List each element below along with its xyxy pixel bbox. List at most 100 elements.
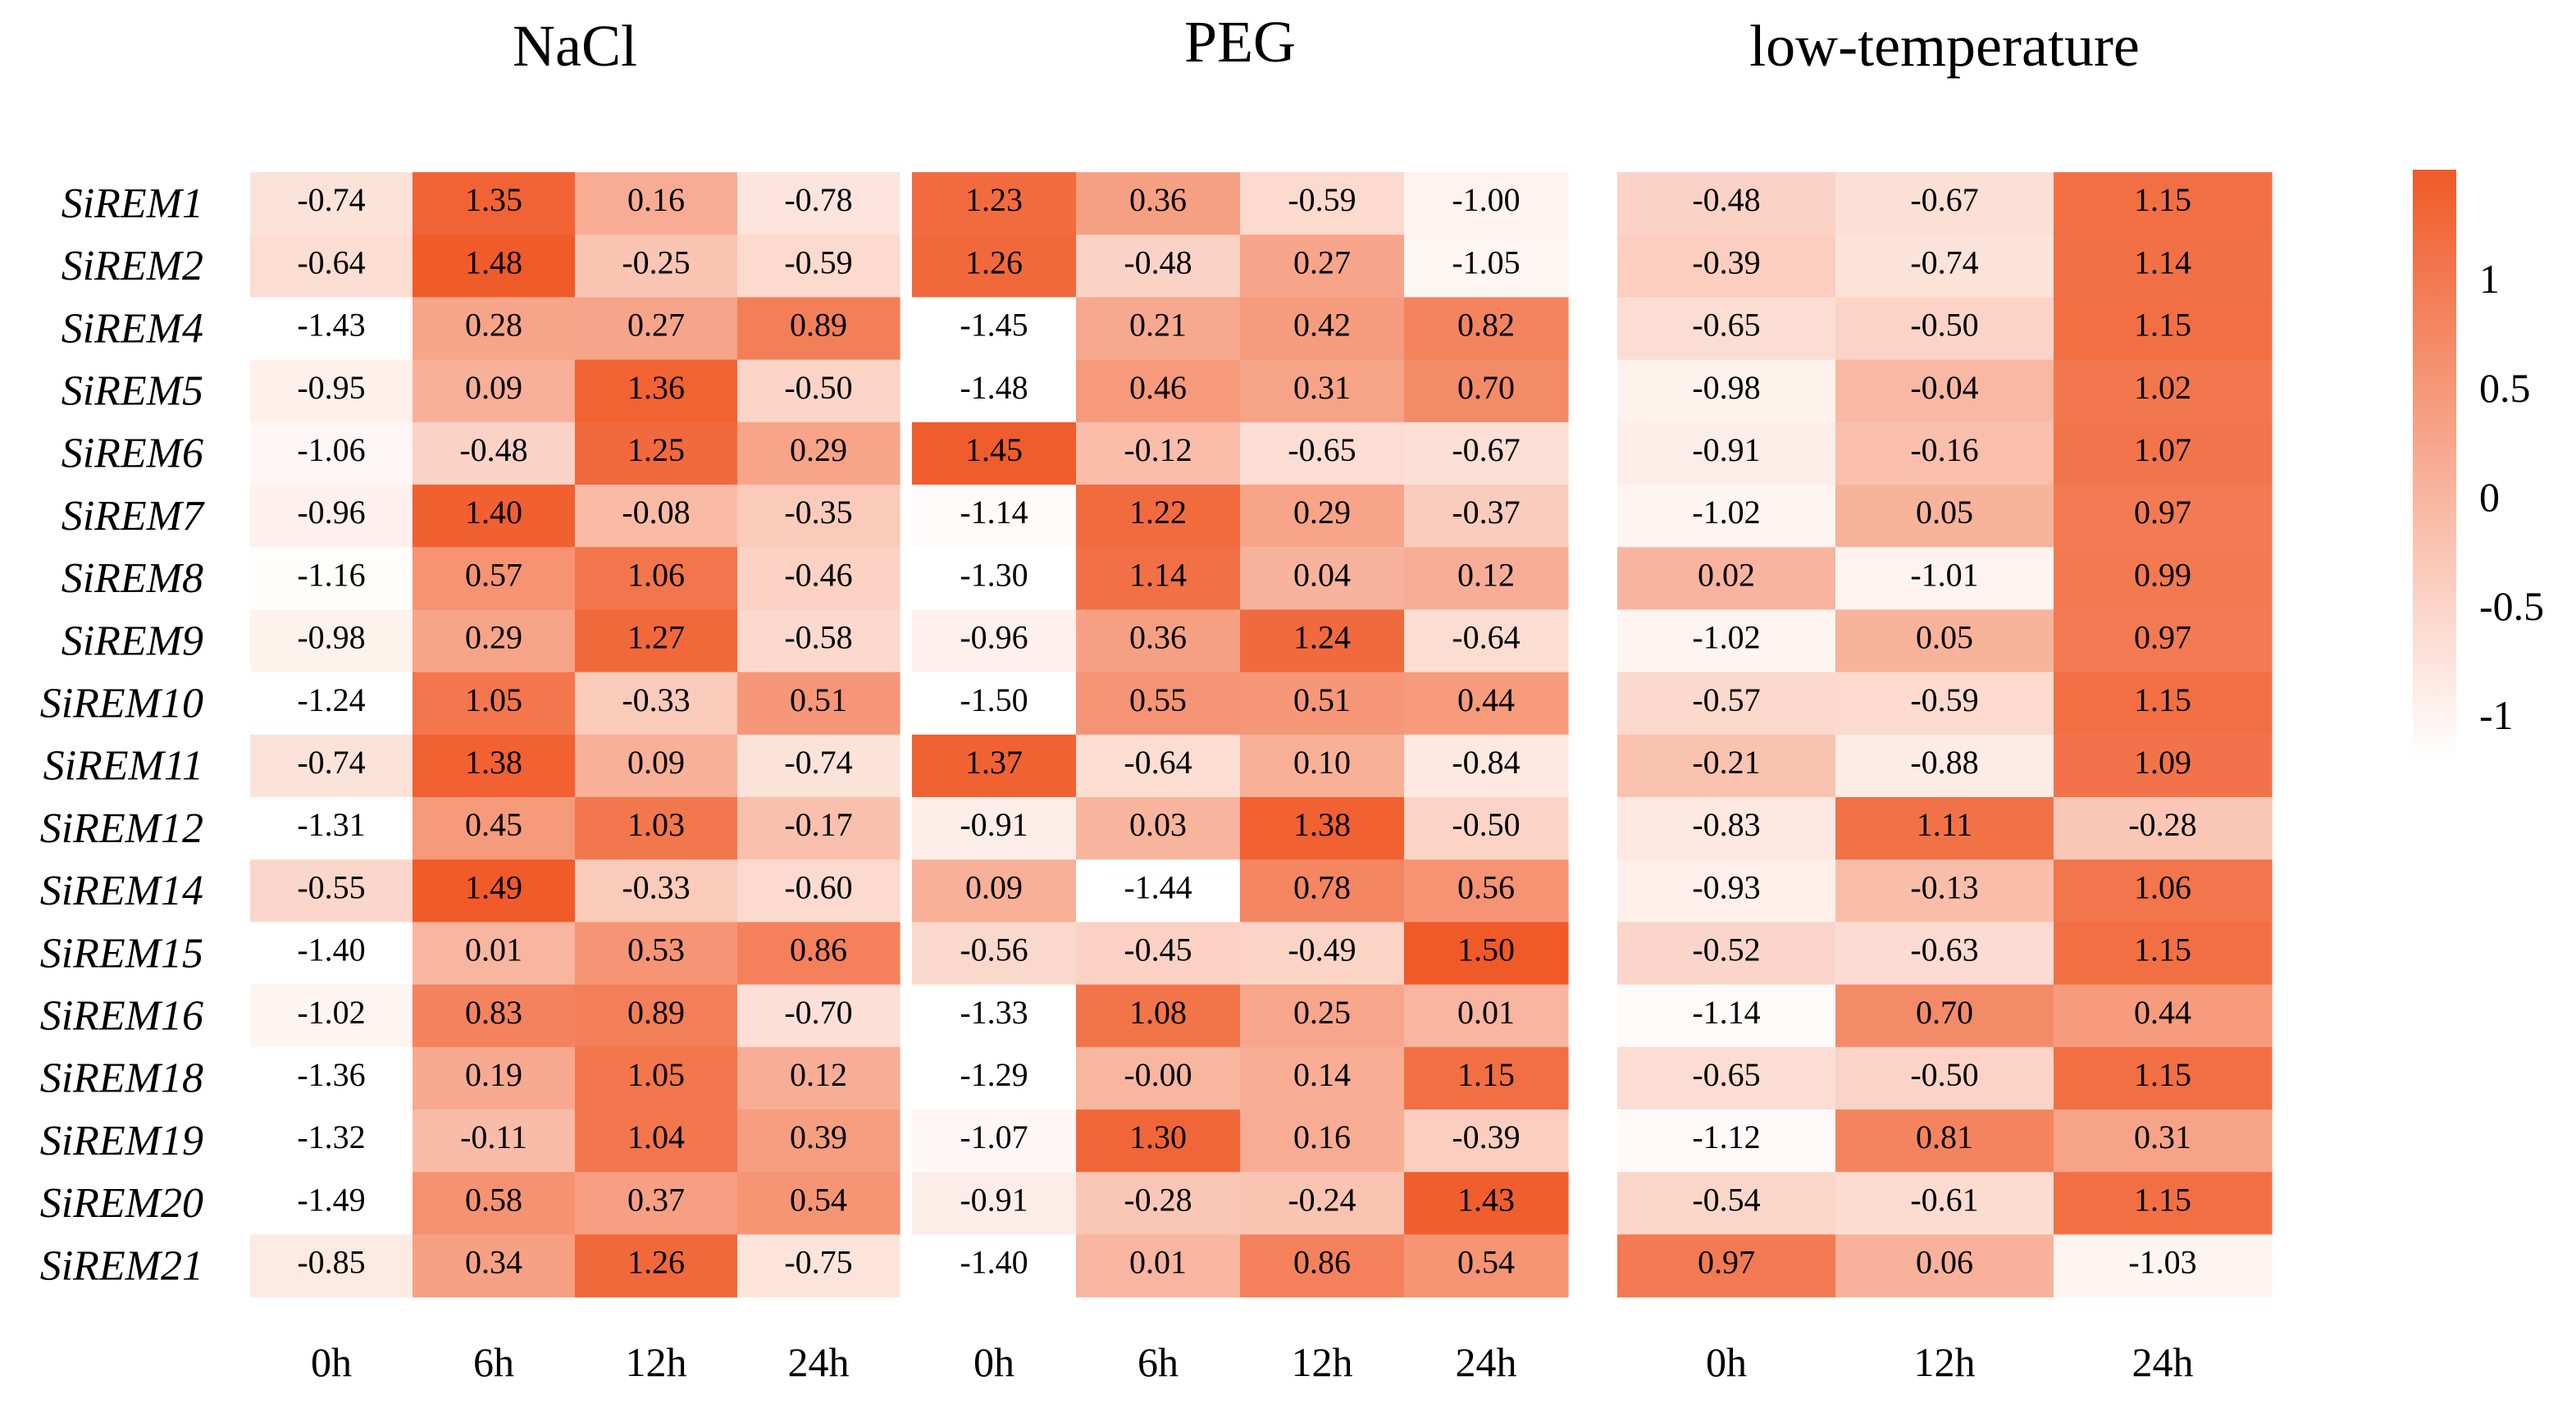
heatmap-cell <box>1835 297 2054 361</box>
cell-value-label: -1.00 <box>1452 181 1520 218</box>
gene-label: SiREM15 <box>40 930 203 977</box>
cell-value-label: -1.43 <box>297 307 365 344</box>
heatmap-cell <box>1835 547 2054 610</box>
cell-value-label: -0.67 <box>1910 181 1978 218</box>
heatmap-cell <box>737 235 900 298</box>
cell-value-label: -1.24 <box>297 681 365 718</box>
cell-value-label: -0.64 <box>1124 744 1192 781</box>
cell-value-label: 1.50 <box>1457 932 1515 968</box>
cell-value-label: -0.59 <box>784 244 852 280</box>
cell-value-label: 0.70 <box>1457 369 1515 406</box>
cell-value-label: 0.39 <box>790 1119 847 1155</box>
cell-value-label: -0.70 <box>784 994 852 1031</box>
cell-value-label: -1.01 <box>1910 556 1978 593</box>
cell-value-label: -0.11 <box>460 1119 527 1155</box>
heatmap-cell <box>413 1234 576 1298</box>
colorbar-tick-label: 1 <box>2479 256 2500 302</box>
heatmap-cell <box>912 235 1077 298</box>
heatmap-cell <box>250 922 413 986</box>
cell-value-label: 0.81 <box>1916 1119 1973 1155</box>
cell-value-label: -0.00 <box>1124 1056 1192 1093</box>
colorbar-tick-label: -1 <box>2479 692 2514 738</box>
heatmap-cell <box>2054 859 2273 923</box>
time-label: 0h <box>311 1339 352 1385</box>
cell-value-label: 0.01 <box>1457 994 1515 1031</box>
heatmap-cell <box>575 672 738 736</box>
cell-value-label: 0.29 <box>465 619 522 656</box>
heatmap-cell <box>1240 1172 1405 1235</box>
heatmap-cell <box>1404 984 1569 1048</box>
cell-value-label: -0.39 <box>1452 1119 1520 1155</box>
heatmap-cell <box>2054 547 2273 610</box>
cell-value-label: -0.74 <box>1910 244 1978 280</box>
cell-value-label: 1.06 <box>627 556 685 593</box>
cell-value-label: 1.36 <box>627 369 685 406</box>
cell-value-label: -0.91 <box>960 1181 1028 1218</box>
heatmap-cell <box>1076 984 1241 1048</box>
heatmap-cell <box>1076 734 1241 798</box>
heatmap-cell <box>912 172 1077 235</box>
cell-value-label: -0.50 <box>1910 1056 1978 1093</box>
heatmap-cell <box>1240 1110 1405 1173</box>
cell-value-label: 0.97 <box>2134 619 2191 656</box>
heatmap-cell <box>250 734 413 798</box>
cell-value-label: 0.99 <box>2134 556 2191 593</box>
cell-value-label: 0.09 <box>965 868 1023 905</box>
cell-value-label: 1.23 <box>965 181 1023 218</box>
heatmap-cell <box>737 672 900 736</box>
cell-value-label: -1.14 <box>1692 994 1760 1031</box>
cell-value-label: -1.36 <box>297 1056 365 1093</box>
colorbar-tick-label: 0.5 <box>2479 365 2531 411</box>
cell-value-label: 0.78 <box>1293 868 1351 905</box>
cell-value-label: 0.51 <box>790 681 847 718</box>
cell-value-label: 0.10 <box>1293 744 1351 781</box>
cell-value-label: 0.86 <box>1293 1244 1351 1281</box>
heatmap-cell <box>1404 297 1569 361</box>
heatmap-cell <box>413 734 576 798</box>
cell-value-label: -1.06 <box>297 431 365 468</box>
cell-value-label: -1.50 <box>960 681 1028 718</box>
heatmap-cell <box>250 1234 413 1298</box>
cell-value-label: 1.15 <box>1457 1056 1515 1093</box>
heatmap-cell <box>250 1110 413 1173</box>
heatmap-cell <box>1076 859 1241 923</box>
gene-label: SiREM14 <box>40 868 203 914</box>
heatmap-cell <box>1404 859 1569 923</box>
heatmap-cell <box>1404 485 1569 548</box>
heatmap-cell <box>737 1234 900 1298</box>
heatmap-cell <box>737 297 900 361</box>
heatmap-cell <box>2054 609 2273 673</box>
cell-value-label: 1.49 <box>465 868 522 905</box>
heatmap-cell <box>1404 235 1569 298</box>
cell-value-label: -0.93 <box>1692 868 1760 905</box>
gene-label: SiREM2 <box>62 243 203 289</box>
heatmap-cell <box>912 672 1077 736</box>
heatmap-cell <box>413 359 576 423</box>
heatmap-cell <box>413 547 576 610</box>
heatmap-cell <box>413 172 576 235</box>
cell-value-label: -0.74 <box>297 181 365 218</box>
cell-value-label: -0.48 <box>1692 181 1760 218</box>
heatmap-cell <box>1240 297 1405 361</box>
heatmap-cell <box>413 984 576 1048</box>
heatmap-cell <box>250 859 413 923</box>
cell-value-label: -1.44 <box>1124 868 1192 905</box>
heatmap-cell <box>2054 797 2273 860</box>
heatmap-cell <box>2054 922 2273 986</box>
cell-value-label: 0.58 <box>465 1181 522 1218</box>
heatmap-cell <box>1617 485 1836 548</box>
heatmap-cell <box>2054 359 2273 423</box>
heatmap-cell <box>1076 1046 1241 1110</box>
heatmap-cell <box>1404 734 1569 798</box>
heatmap-cell <box>737 1110 900 1173</box>
cell-value-label: -1.07 <box>960 1119 1028 1155</box>
cell-value-label: 1.25 <box>627 431 685 468</box>
heatmap-cell <box>250 797 413 860</box>
heatmap-cell <box>912 359 1077 423</box>
heatmap-cell <box>413 485 576 548</box>
cell-value-label: 1.26 <box>965 244 1023 280</box>
heatmap-cell <box>250 984 413 1048</box>
gene-label: SiREM4 <box>62 305 203 352</box>
cell-value-label: 1.40 <box>465 494 522 531</box>
